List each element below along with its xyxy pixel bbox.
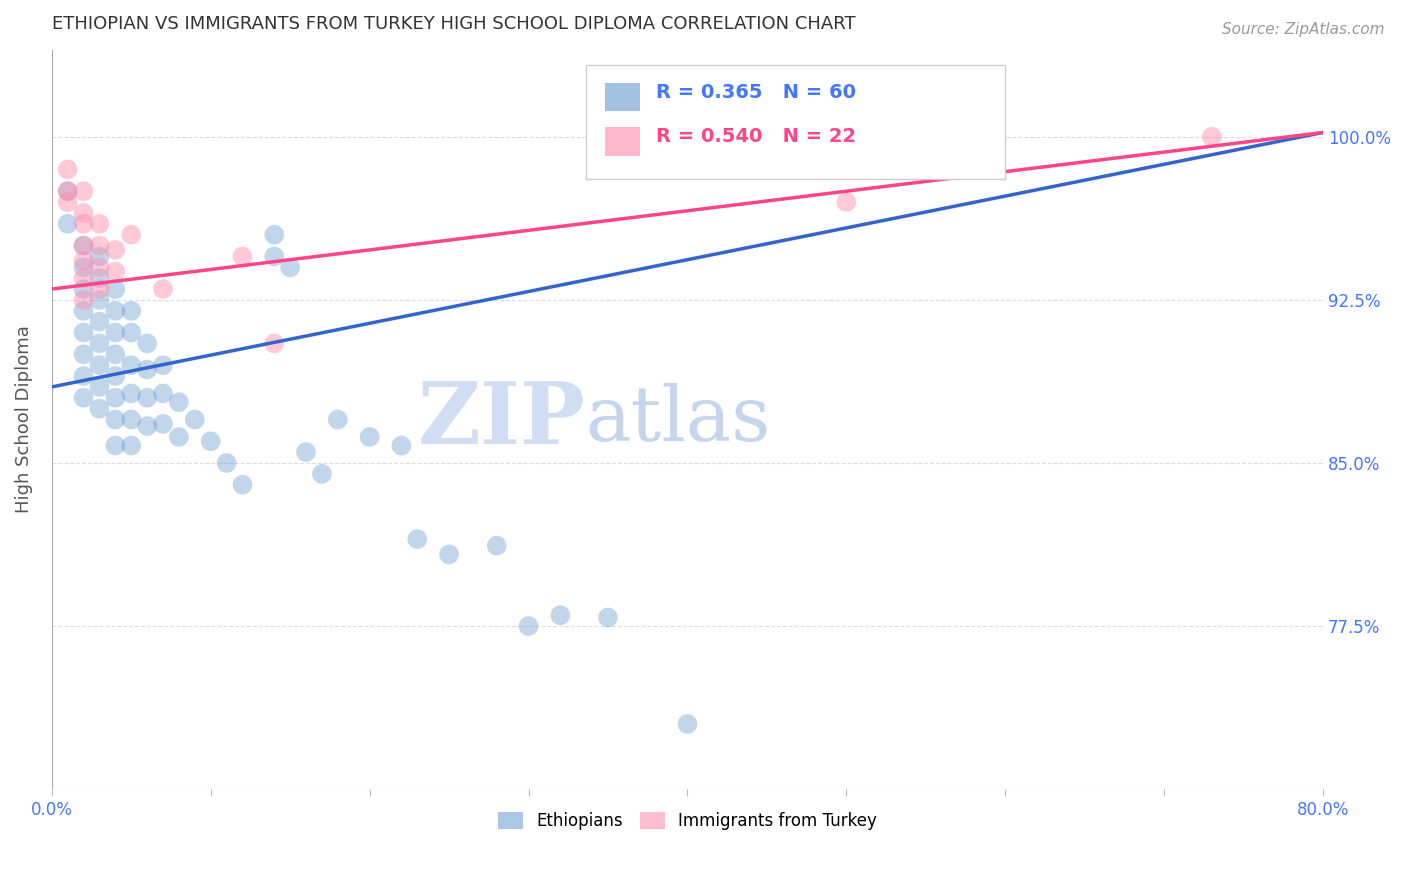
Point: [311, 467, 333, 481]
Point: [120, 386, 142, 401]
Point: [104, 347, 127, 361]
Point: [263, 249, 285, 263]
Point: [676, 717, 699, 731]
Point: [295, 445, 318, 459]
Point: [167, 395, 190, 409]
Point: [136, 391, 159, 405]
Point: [56, 184, 79, 198]
Point: [152, 386, 174, 401]
Text: ETHIOPIAN VS IMMIGRANTS FROM TURKEY HIGH SCHOOL DIPLOMA CORRELATION CHART: ETHIOPIAN VS IMMIGRANTS FROM TURKEY HIGH…: [52, 15, 855, 33]
Point: [89, 315, 111, 329]
FancyBboxPatch shape: [586, 64, 1005, 179]
Point: [104, 369, 127, 384]
Point: [263, 227, 285, 242]
Point: [278, 260, 301, 275]
Point: [152, 282, 174, 296]
Point: [89, 358, 111, 372]
Point: [89, 249, 111, 263]
Point: [89, 238, 111, 252]
Point: [89, 336, 111, 351]
Point: [89, 282, 111, 296]
Point: [72, 217, 94, 231]
Text: R = 0.540   N = 22: R = 0.540 N = 22: [655, 128, 856, 146]
Point: [72, 253, 94, 268]
Point: [485, 539, 508, 553]
Point: [89, 401, 111, 416]
Point: [437, 547, 460, 561]
Bar: [605, 83, 640, 112]
Point: [152, 417, 174, 431]
Point: [517, 619, 540, 633]
Point: [104, 391, 127, 405]
Point: [72, 238, 94, 252]
Point: [596, 610, 619, 624]
Point: [120, 303, 142, 318]
Point: [184, 412, 207, 426]
Point: [550, 608, 572, 623]
Point: [104, 243, 127, 257]
Text: atlas: atlas: [586, 383, 770, 457]
Point: [89, 380, 111, 394]
Point: [72, 326, 94, 340]
Point: [72, 206, 94, 220]
Point: [120, 412, 142, 426]
Point: [72, 293, 94, 307]
Point: [231, 477, 253, 491]
Legend: Ethiopians, Immigrants from Turkey: Ethiopians, Immigrants from Turkey: [491, 805, 883, 837]
Point: [72, 184, 94, 198]
Point: [104, 439, 127, 453]
Point: [167, 430, 190, 444]
Point: [835, 195, 858, 210]
Point: [72, 369, 94, 384]
Point: [72, 391, 94, 405]
Point: [56, 162, 79, 177]
Text: R = 0.365   N = 60: R = 0.365 N = 60: [655, 83, 856, 102]
Point: [120, 439, 142, 453]
Point: [72, 271, 94, 285]
Point: [152, 358, 174, 372]
Point: [326, 412, 349, 426]
Point: [72, 282, 94, 296]
Point: [215, 456, 238, 470]
Point: [389, 439, 412, 453]
Point: [1201, 129, 1223, 144]
Point: [56, 217, 79, 231]
Point: [406, 532, 429, 546]
Point: [120, 227, 142, 242]
Point: [72, 303, 94, 318]
Bar: [605, 128, 640, 155]
Point: [200, 434, 222, 449]
Point: [136, 362, 159, 376]
Point: [104, 303, 127, 318]
Point: [136, 419, 159, 434]
Point: [136, 336, 159, 351]
Point: [104, 265, 127, 279]
Point: [231, 249, 253, 263]
Point: [104, 282, 127, 296]
Point: [72, 347, 94, 361]
Point: [104, 326, 127, 340]
Y-axis label: High School Diploma: High School Diploma: [15, 326, 32, 514]
Point: [263, 336, 285, 351]
Point: [72, 260, 94, 275]
Text: Source: ZipAtlas.com: Source: ZipAtlas.com: [1222, 22, 1385, 37]
Point: [89, 293, 111, 307]
Text: ZIP: ZIP: [418, 377, 586, 461]
Point: [120, 326, 142, 340]
Point: [120, 358, 142, 372]
Point: [89, 217, 111, 231]
Point: [56, 184, 79, 198]
Point: [359, 430, 381, 444]
Point: [89, 260, 111, 275]
Point: [104, 412, 127, 426]
Point: [56, 195, 79, 210]
Point: [89, 271, 111, 285]
Point: [72, 238, 94, 252]
